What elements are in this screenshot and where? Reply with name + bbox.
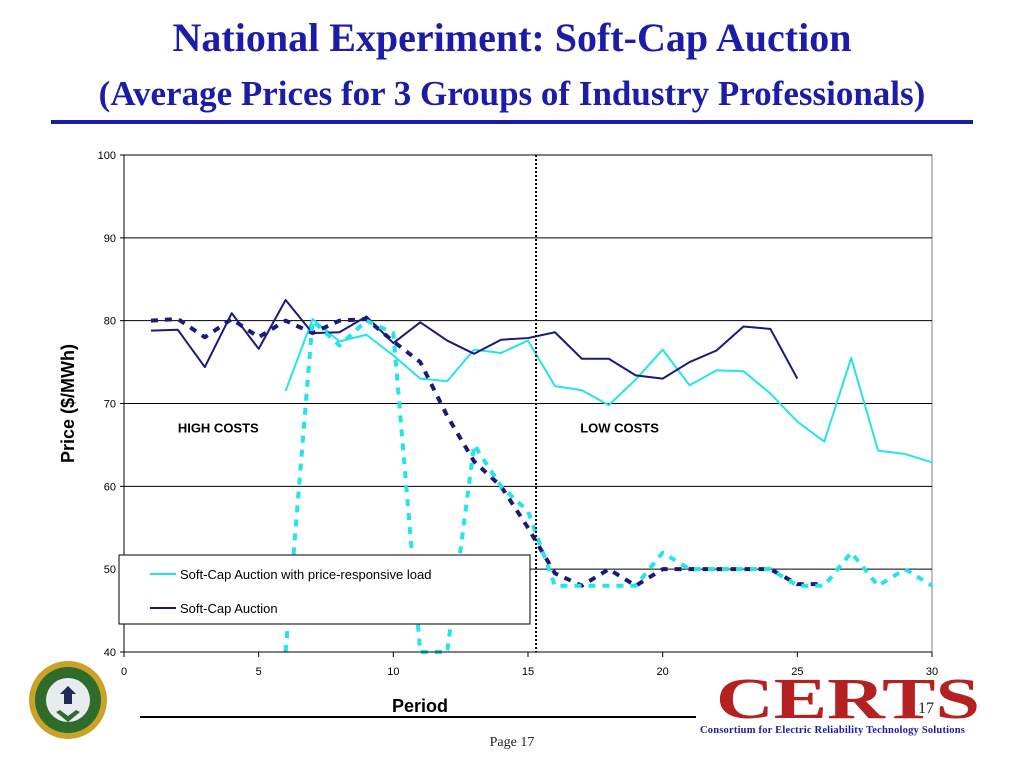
certs-subtitle: Consortium for Electric Reliability Tech…	[700, 725, 966, 736]
slide-title: National Experiment: Soft-Cap Auction	[172, 15, 852, 60]
y-tick-label: 100	[98, 150, 116, 162]
slide-number: 17	[918, 700, 934, 717]
x-tick-label: 10	[387, 666, 399, 678]
y-tick-label: 50	[104, 564, 116, 576]
x-tick-label: 20	[657, 666, 669, 678]
legend-label: Soft-Cap Auction with price-responsive l…	[180, 567, 431, 582]
x-tick-label: 25	[791, 666, 803, 678]
annotation-label: LOW COSTS	[580, 420, 659, 435]
series-line-3	[150, 317, 825, 588]
slide-subtitle: (Average Prices for 3 Groups of Industry…	[98, 74, 926, 113]
x-tick-label: 30	[926, 666, 938, 678]
x-tick-label: 5	[256, 666, 262, 678]
legend-label: Soft-Cap Auction	[180, 601, 278, 616]
svg-text:CERTS: CERTS	[716, 672, 980, 724]
y-tick-label: 90	[104, 233, 116, 245]
x-tick-label: 0	[121, 666, 127, 678]
page-label: Page 17	[489, 735, 535, 750]
y-tick-label: 40	[104, 647, 116, 659]
title-divider	[51, 120, 973, 124]
y-tick-label: 60	[104, 481, 116, 493]
y-tick-label: 70	[104, 399, 116, 411]
annotation-label: HIGH COSTS	[178, 420, 259, 435]
x-axis-title: Period	[392, 696, 448, 716]
footer-rule	[140, 716, 696, 718]
legend-box	[118, 554, 531, 625]
certs-logo: CERTS	[714, 666, 984, 731]
x-tick-label: 15	[522, 666, 534, 678]
y-tick-label: 80	[104, 316, 116, 328]
y-axis-title: Price ($/MWh)	[58, 344, 78, 463]
series-line-1	[284, 318, 933, 464]
series-line-2	[150, 298, 799, 380]
series-line-4	[283, 318, 934, 654]
doe-seal	[28, 660, 108, 740]
